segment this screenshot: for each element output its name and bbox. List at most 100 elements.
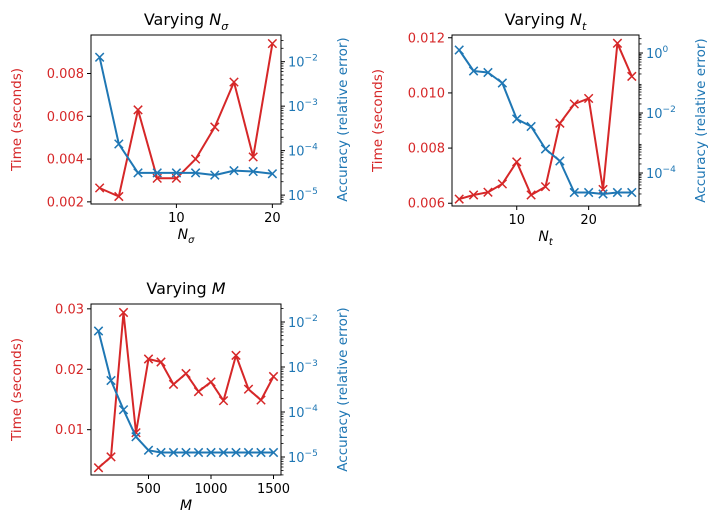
time-point: [497, 179, 508, 189]
series-accuracy: [454, 45, 637, 199]
accuracy-point: [627, 187, 637, 198]
time-point: [569, 99, 579, 109]
y-right-axis-label: Accuracy (relative error): [335, 37, 351, 201]
accuracy-point: [268, 447, 279, 458]
time-point: [454, 194, 464, 204]
time-point: [243, 384, 254, 394]
x-tick-label: 20: [264, 211, 281, 226]
accuracy-point: [94, 52, 105, 62]
y-right-axis-label: Accuracy (relative error): [335, 307, 351, 471]
y-left-tick-label: 0.004: [47, 153, 84, 168]
time-point: [193, 386, 204, 397]
chart-title: Varying Nσ: [144, 10, 229, 33]
accuracy-point: [131, 432, 141, 442]
accuracy-point: [93, 326, 104, 336]
y-left-axis-label: Time (seconds): [370, 69, 386, 173]
x-tick-label: 10: [168, 211, 185, 226]
accuracy-point: [171, 168, 182, 178]
time-line: [458, 42, 633, 201]
accuracy-point: [168, 447, 179, 458]
x-tick-label: 20: [580, 213, 597, 228]
accuracy-point: [133, 168, 143, 178]
time-point: [540, 181, 551, 192]
series-time: [93, 307, 279, 473]
chart-title-text: Varying: [144, 10, 209, 29]
y-right-tick-label: 10−5: [288, 187, 318, 204]
accuracy-point: [497, 78, 508, 88]
chart-title-var: N: [570, 10, 582, 29]
accuracy-point: [526, 121, 536, 132]
plot-frame: [451, 34, 640, 207]
time-point: [231, 350, 241, 361]
y-right-tick-label: 10−2: [646, 105, 676, 122]
accuracy-point: [454, 45, 464, 55]
time-point: [181, 368, 191, 379]
time-point: [190, 154, 201, 164]
accuracy-point: [206, 447, 216, 458]
accuracy-point: [583, 187, 594, 198]
time-point: [583, 93, 594, 104]
accuracy-point: [152, 168, 162, 178]
time-point: [267, 38, 278, 49]
accuracy-point: [181, 447, 191, 458]
accuracy-point: [231, 447, 241, 458]
accuracy-point: [512, 114, 522, 124]
time-point: [627, 71, 637, 82]
x-tick-label: 10: [508, 213, 525, 228]
time-point: [229, 77, 239, 87]
accuracy-point: [229, 165, 239, 176]
time-point: [248, 152, 258, 162]
accuracy-point: [114, 139, 124, 149]
y-left-tick-label: 0.01: [55, 423, 84, 438]
chart-title-var: N: [209, 10, 221, 29]
time-point: [512, 157, 522, 167]
x-axis-label-var: N: [178, 227, 189, 243]
y-left-tick-label: 0.02: [55, 363, 84, 378]
time-point: [94, 183, 105, 193]
series-time: [454, 38, 637, 204]
y-right-tick-label: 10−2: [288, 54, 318, 71]
chart-title-sub: t: [582, 20, 587, 33]
y-left-axis-label: Time (seconds): [9, 68, 25, 172]
y-right-tick-label: 10−3: [288, 98, 318, 115]
accuracy-point: [106, 375, 116, 386]
chart-3: Varying M 500 1000 1500 M 0.01 0.02 0.03 Time (s…: [9, 279, 351, 514]
time-point: [268, 371, 279, 382]
y-left-tick-label: 0.002: [47, 195, 84, 210]
time-point: [256, 395, 266, 405]
accuracy-point: [540, 144, 551, 154]
plot-frame: [90, 34, 282, 205]
accuracy-point: [612, 187, 623, 198]
y-right-tick-label: 10−4: [288, 143, 318, 160]
x-tick-label: 1500: [257, 482, 290, 497]
chart-2: Varying Nt 10 20 Nt 0.006 0.008 0.010 0.012 Time…: [370, 10, 709, 248]
y-right-tick-label: 10−5: [288, 449, 318, 466]
y-right-axis-label: Accuracy (relative error): [693, 38, 709, 202]
accuracy-line: [458, 49, 632, 195]
accuracy-point: [243, 447, 254, 458]
x-axis-label-var: M: [180, 498, 192, 514]
accuracy-point: [483, 67, 493, 78]
y-right-tick-label: 100: [646, 45, 669, 62]
y-left-tick-label: 0.012: [408, 31, 445, 46]
y-left-tick-label: 0.03: [55, 302, 84, 317]
y-left-tick-label: 0.006: [408, 197, 445, 212]
x-axis-label: Nt: [538, 229, 553, 248]
y-left-tick-label: 0.010: [408, 86, 445, 101]
time-point: [468, 190, 479, 200]
x-axis-label-var: N: [538, 229, 549, 245]
accuracy-point: [569, 187, 579, 198]
time-point: [114, 191, 124, 202]
chart-title-var: M: [212, 279, 226, 298]
accuracy-point: [555, 156, 565, 166]
plot-frame: [90, 303, 282, 476]
time-point: [612, 38, 623, 49]
x-axis-label: Nσ: [178, 227, 195, 246]
x-axis-label-sub: t: [549, 237, 554, 248]
accuracy-line: [98, 56, 273, 177]
chart-title: Varying M: [146, 279, 225, 298]
time-point: [156, 357, 166, 367]
x-axis-label: M: [180, 498, 192, 514]
